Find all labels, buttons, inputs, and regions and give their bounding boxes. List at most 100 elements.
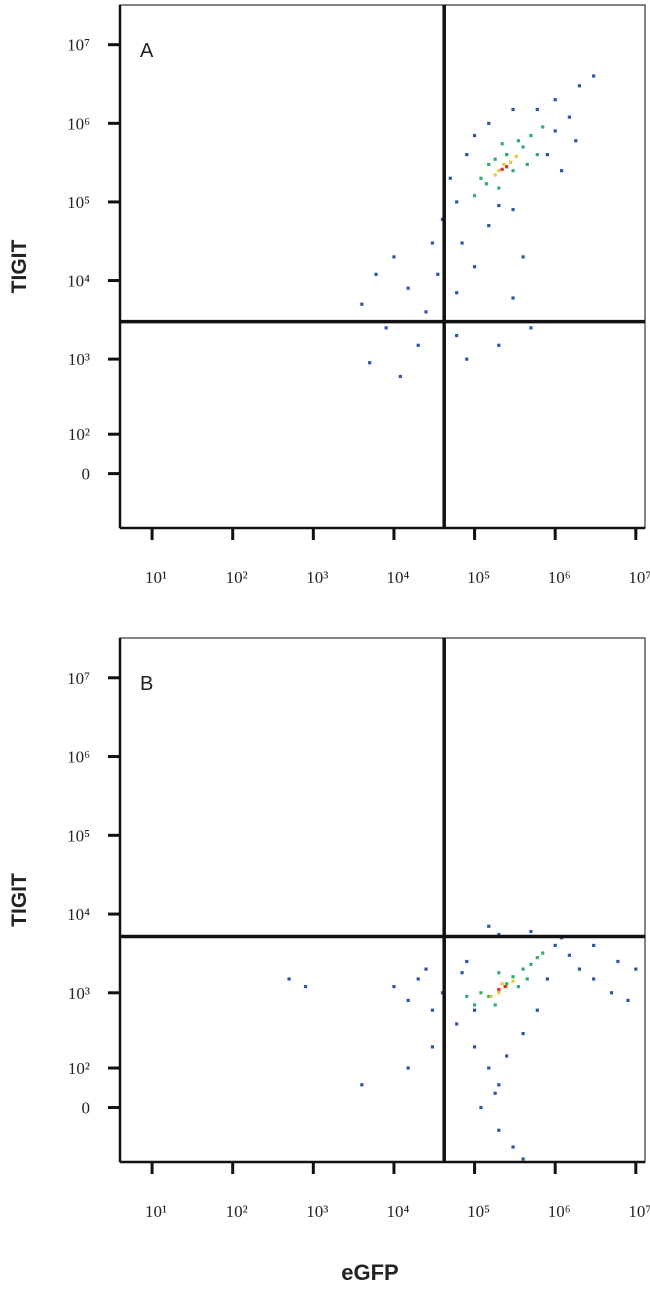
event-dot bbox=[430, 1008, 435, 1012]
event-dot bbox=[416, 343, 420, 347]
event-dot bbox=[516, 139, 521, 143]
event-dot bbox=[529, 962, 533, 966]
y-tick-label: 10³ bbox=[68, 984, 90, 1003]
event-dot bbox=[436, 272, 440, 276]
x-tick-label: 10² bbox=[226, 1202, 248, 1221]
event-dot bbox=[529, 326, 533, 330]
event-dot bbox=[577, 967, 582, 971]
event-dot bbox=[460, 971, 464, 975]
event-dot bbox=[535, 1008, 539, 1012]
event-dot bbox=[553, 129, 557, 133]
panel: 10¹ 10² 10³ 10⁴ 10⁵ 10⁶ 10⁷ 0 10² 10³ 10⁴ 10⁵ 10⁶ 10⁷… bbox=[8, 4, 650, 587]
y-tick-label: 0 bbox=[82, 1099, 91, 1118]
event-dot bbox=[592, 74, 596, 78]
event-dot bbox=[424, 967, 428, 971]
event-dot bbox=[479, 176, 483, 180]
x-tick-label: 10¹ bbox=[145, 568, 167, 587]
y-tick-label: 10⁴ bbox=[67, 905, 90, 924]
event-dot bbox=[430, 1045, 435, 1049]
x-tick-label: 10⁷ bbox=[628, 1202, 650, 1221]
y-tick-label: 10⁵ bbox=[67, 193, 90, 212]
event-dot bbox=[487, 224, 491, 228]
event-dot bbox=[479, 991, 483, 995]
event-dot bbox=[521, 1157, 525, 1161]
x-tick-label: 10⁷ bbox=[628, 568, 650, 587]
event-dot bbox=[465, 959, 469, 964]
x-tick-label: 10² bbox=[226, 568, 248, 587]
event-dot bbox=[455, 200, 459, 204]
event-dot bbox=[472, 133, 477, 138]
y-axis-title: TIGIT bbox=[8, 240, 31, 294]
x-tick-label: 10³ bbox=[306, 1202, 328, 1221]
event-dot bbox=[535, 956, 539, 960]
event-dot bbox=[487, 924, 491, 928]
event-dot bbox=[553, 98, 557, 102]
event-dot bbox=[616, 959, 620, 964]
event-dot bbox=[487, 121, 491, 125]
event-dot bbox=[487, 1066, 491, 1070]
plot-frame bbox=[119, 637, 646, 1163]
event-dot bbox=[516, 984, 521, 989]
event-dot bbox=[545, 977, 549, 981]
event-dot bbox=[460, 241, 464, 245]
event-dot bbox=[511, 107, 515, 112]
event-dot bbox=[497, 971, 501, 975]
event-dot bbox=[505, 153, 509, 157]
event-dot bbox=[493, 173, 497, 177]
event-dot bbox=[567, 953, 571, 957]
x-tick-label: 10¹ bbox=[145, 1202, 167, 1221]
x-tick-label: 10⁵ bbox=[467, 568, 490, 587]
event-dot bbox=[511, 296, 515, 300]
event-dot bbox=[398, 374, 402, 379]
y-tick-label: 10³ bbox=[68, 350, 90, 369]
event-dot bbox=[497, 991, 501, 995]
x-tick-label: 10⁵ bbox=[467, 1202, 490, 1221]
event-dot bbox=[511, 169, 515, 173]
panel-label: A bbox=[140, 40, 154, 62]
event-dot bbox=[500, 142, 504, 146]
event-dot bbox=[541, 125, 545, 129]
event-dot bbox=[392, 255, 396, 259]
event-dot bbox=[497, 203, 501, 208]
event-dot bbox=[455, 333, 459, 338]
event-dot bbox=[497, 343, 501, 347]
event-dot bbox=[465, 994, 469, 998]
event-dot bbox=[465, 153, 469, 157]
event-dot bbox=[497, 1128, 501, 1132]
event-dot bbox=[416, 977, 420, 981]
x-tick-label: 10⁴ bbox=[386, 1202, 409, 1221]
event-dot bbox=[505, 1054, 509, 1058]
event-dot bbox=[521, 255, 525, 259]
event-dot bbox=[455, 1022, 459, 1026]
x-tick-label: 10⁴ bbox=[386, 568, 409, 587]
event-dot bbox=[497, 987, 501, 992]
event-dot bbox=[529, 133, 533, 138]
x-tick-label: 10³ bbox=[306, 568, 328, 587]
event-dot bbox=[509, 160, 513, 164]
event-dot bbox=[497, 932, 501, 937]
plot-frame bbox=[119, 4, 646, 529]
event-dot bbox=[634, 967, 638, 971]
event-dot bbox=[287, 977, 291, 981]
event-dot bbox=[472, 1045, 477, 1049]
event-dot bbox=[360, 1083, 364, 1087]
event-dot bbox=[577, 84, 582, 88]
event-dot bbox=[465, 357, 469, 361]
panel-label: B bbox=[140, 673, 153, 695]
event-dot bbox=[493, 157, 497, 161]
event-dot bbox=[502, 162, 506, 167]
event-dot bbox=[511, 975, 515, 979]
event-dot bbox=[521, 145, 525, 149]
event-dot bbox=[545, 153, 549, 157]
event-dot bbox=[406, 286, 410, 290]
event-dot bbox=[529, 929, 533, 934]
event-dot bbox=[374, 272, 378, 276]
event-dot bbox=[514, 154, 518, 158]
event-dot bbox=[472, 1003, 477, 1007]
y-tick-label: 10⁶ bbox=[67, 114, 90, 133]
y-tick-label: 10⁷ bbox=[67, 669, 90, 688]
event-dot bbox=[424, 310, 428, 314]
event-dot bbox=[384, 326, 388, 330]
